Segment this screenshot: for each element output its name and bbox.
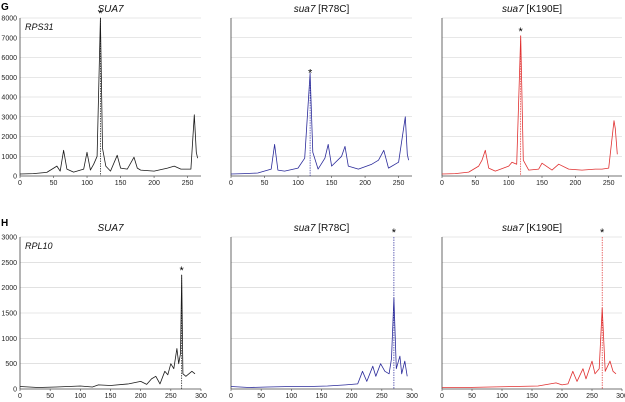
x-tick-label: 50: [257, 393, 265, 400]
x-tick-label: 50: [46, 393, 54, 400]
peak-asterisk: *: [180, 265, 185, 277]
y-tick-label: 3000: [1, 114, 17, 121]
x-tick-label: 100: [496, 393, 508, 400]
x-tick-label: 0: [440, 393, 444, 400]
x-tick-label: 200: [359, 180, 371, 187]
x-tick-label: 300: [195, 393, 207, 400]
y-tick-label: 2000: [1, 285, 17, 292]
panel-title-gene: sua7: [294, 4, 316, 15]
x-tick-label: 150: [105, 393, 117, 400]
x-tick-label: 300: [616, 393, 625, 400]
x-tick-label: 250: [603, 180, 615, 187]
x-tick-label: 250: [182, 180, 194, 187]
gene-label: RPL10: [25, 241, 53, 251]
x-tick-label: 100: [503, 180, 515, 187]
series-line-1: [230, 72, 409, 175]
panel-title-gene: sua7: [294, 223, 316, 234]
panel-title-allele: [K190E]: [524, 223, 563, 234]
y-tick-label: 2000: [1, 134, 17, 141]
panel-title-allele: [R78C]: [315, 223, 349, 234]
x-tick-label: 100: [292, 180, 304, 187]
panel-title: SUA7: [97, 223, 124, 234]
y-tick-label: 1000: [1, 154, 17, 161]
panel-label-g: G: [1, 2, 9, 13]
panel-title-gene: SUA7: [97, 4, 124, 15]
x-tick-label: 250: [376, 393, 388, 400]
peak-asterisk: *: [519, 26, 524, 38]
x-tick-label: 100: [74, 393, 86, 400]
panel-title: sua7 [K190E]: [502, 4, 562, 15]
gene-label: RPS31: [25, 22, 54, 32]
x-tick-label: 0: [229, 393, 233, 400]
chart-panel-4: 0 500 1000 1500 2000 2500 3000 0 50 100 150 200 250 3…: [1, 223, 207, 400]
x-tick-label: 100: [285, 393, 297, 400]
panel-title: SUA7: [97, 4, 124, 15]
x-tick-label: 150: [526, 393, 538, 400]
y-tick-label: 2500: [1, 260, 17, 267]
panel-title: sua7 [R78C]: [294, 4, 350, 15]
x-tick-label: 0: [18, 393, 22, 400]
chart-panel-1: 0 1000 2000 3000 4000 5000 6000 7000 8000 0 50 100 1…: [1, 4, 201, 187]
x-tick-label: 50: [50, 180, 58, 187]
x-tick-label: 200: [569, 180, 581, 187]
x-tick-label: 200: [346, 393, 358, 400]
chart-panel-2: 0 50 100 150 200 250 * sua7 [R78C]: [229, 4, 412, 187]
chart-panel-6: 0 50 100 150 200 250 300 * sua7 [K190E]: [440, 223, 625, 400]
series-line-1: [441, 35, 618, 175]
panel-title-gene: sua7: [502, 223, 524, 234]
y-tick-label: 5000: [1, 75, 17, 82]
panel-title: sua7 [R78C]: [294, 223, 350, 234]
x-tick-label: 200: [556, 393, 568, 400]
y-tick-label: 1500: [1, 311, 17, 318]
x-tick-label: 200: [148, 180, 160, 187]
x-tick-label: 0: [18, 180, 22, 187]
x-tick-label: 250: [393, 180, 405, 187]
x-tick-label: 150: [316, 393, 328, 400]
y-tick-label: 4000: [1, 95, 17, 102]
y-tick-label: 0: [13, 174, 17, 181]
series-line-1: [230, 297, 408, 388]
x-tick-label: 200: [135, 393, 147, 400]
panel-title-allele: [K190E]: [524, 4, 563, 15]
x-tick-label: 50: [468, 393, 476, 400]
x-tick-label: 250: [586, 393, 598, 400]
y-tick-label: 3000: [1, 235, 17, 242]
panel-label-h: H: [1, 218, 8, 229]
series-line-1: [19, 17, 198, 175]
x-tick-label: 150: [536, 180, 548, 187]
x-tick-label: 150: [115, 180, 127, 187]
x-tick-label: 100: [81, 180, 93, 187]
panel-title-gene: SUA7: [97, 223, 124, 234]
series-line-1: [442, 307, 617, 388]
panel-title-gene: sua7: [502, 4, 524, 15]
panel-title: sua7 [K190E]: [502, 223, 562, 234]
y-tick-label: 1000: [1, 336, 17, 343]
peak-asterisk: *: [98, 8, 103, 20]
y-tick-label: 6000: [1, 55, 17, 62]
peak-asterisk: *: [308, 67, 313, 79]
peak-asterisk: *: [600, 227, 605, 239]
x-tick-label: 50: [261, 180, 269, 187]
y-tick-label: 8000: [1, 16, 17, 23]
peak-asterisk: *: [392, 227, 397, 239]
y-tick-label: 500: [5, 361, 17, 368]
y-tick-label: 7000: [1, 35, 17, 42]
chart-panel-5: 0 50 100 150 200 250 300 * sua7 [R78C]: [229, 223, 418, 400]
x-tick-label: 300: [406, 393, 418, 400]
x-tick-label: 50: [471, 180, 479, 187]
x-tick-label: 250: [165, 393, 177, 400]
x-tick-label: 150: [326, 180, 338, 187]
panel-title-allele: [R78C]: [315, 4, 349, 15]
series-line-1: [19, 274, 196, 388]
chart-panel-3: 0 50 100 150 200 250 * sua7 [K190E]: [440, 4, 622, 187]
y-tick-label: 0: [13, 387, 17, 394]
x-tick-label: 0: [440, 180, 444, 187]
x-tick-label: 0: [229, 180, 233, 187]
